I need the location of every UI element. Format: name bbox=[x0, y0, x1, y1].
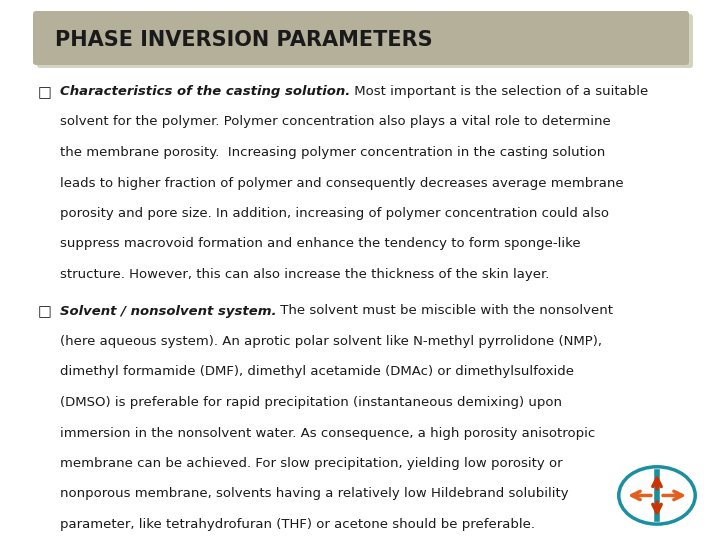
Text: Solvent / nonsolvent system.: Solvent / nonsolvent system. bbox=[60, 305, 276, 318]
Text: Characteristics of the casting solution.: Characteristics of the casting solution. bbox=[60, 85, 350, 98]
Text: □: □ bbox=[38, 305, 52, 320]
Text: leads to higher fraction of polymer and consequently decreases average membrane: leads to higher fraction of polymer and … bbox=[60, 177, 624, 190]
Text: the membrane porosity.  Increasing polymer concentration in the casting solution: the membrane porosity. Increasing polyme… bbox=[60, 146, 606, 159]
Text: dimethyl formamide (DMF), dimethyl acetamide (DMAc) or dimethylsulfoxide: dimethyl formamide (DMF), dimethyl aceta… bbox=[60, 366, 574, 379]
Text: PHASE INVERSION PARAMETERS: PHASE INVERSION PARAMETERS bbox=[55, 30, 433, 50]
Text: (here aqueous system). An aprotic polar solvent like N-methyl pyrrolidone (NMP),: (here aqueous system). An aprotic polar … bbox=[60, 335, 602, 348]
Text: The solvent must be miscible with the nonsolvent: The solvent must be miscible with the no… bbox=[276, 305, 613, 318]
Text: (DMSO) is preferable for rapid precipitation (instantaneous demixing) upon: (DMSO) is preferable for rapid precipita… bbox=[60, 396, 562, 409]
FancyBboxPatch shape bbox=[33, 11, 689, 65]
Text: solvent for the polymer. Polymer concentration also plays a vital role to determ: solvent for the polymer. Polymer concent… bbox=[60, 116, 611, 129]
Text: porosity and pore size. In addition, increasing of polymer concentration could a: porosity and pore size. In addition, inc… bbox=[60, 207, 609, 220]
Text: parameter, like tetrahydrofuran (THF) or acetone should be preferable.: parameter, like tetrahydrofuran (THF) or… bbox=[60, 518, 535, 531]
Text: membrane can be achieved. For slow precipitation, yielding low porosity or: membrane can be achieved. For slow preci… bbox=[60, 457, 562, 470]
Text: nonporous membrane, solvents having a relatively low Hildebrand solubility: nonporous membrane, solvents having a re… bbox=[60, 488, 569, 501]
Text: immersion in the nonsolvent water. As consequence, a high porosity anisotropic: immersion in the nonsolvent water. As co… bbox=[60, 427, 595, 440]
Text: suppress macrovoid formation and enhance the tendency to form sponge-like: suppress macrovoid formation and enhance… bbox=[60, 238, 580, 251]
Text: □: □ bbox=[38, 85, 52, 100]
FancyBboxPatch shape bbox=[37, 14, 693, 68]
Text: structure. However, this can also increase the thickness of the skin layer.: structure. However, this can also increa… bbox=[60, 268, 549, 281]
Text: Most important is the selection of a suitable: Most important is the selection of a sui… bbox=[350, 85, 649, 98]
